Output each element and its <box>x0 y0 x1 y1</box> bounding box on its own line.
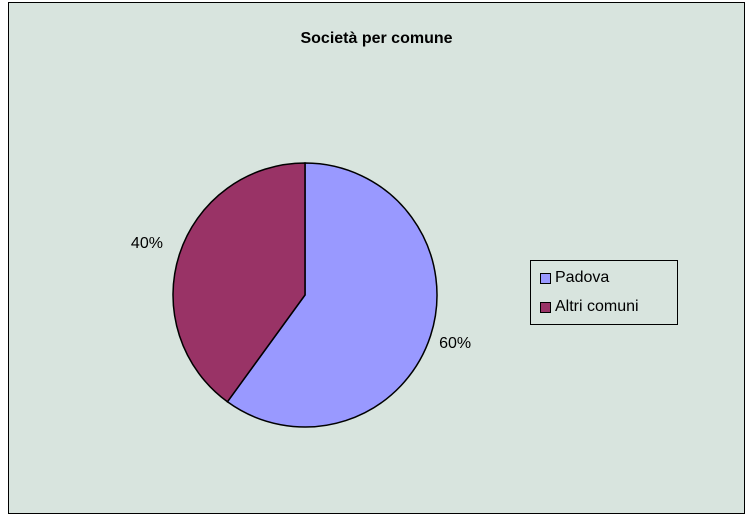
legend-item-altri-comuni: Altri comuni <box>540 296 639 318</box>
legend-swatch-altri-comuni <box>540 301 551 313</box>
pie-slice-padova <box>226 162 438 428</box>
data-label-padova: 60% <box>439 335 472 353</box>
chart-area: Società per comune 60% 40% Padova Altri … <box>8 2 745 514</box>
pie-chart <box>172 162 438 428</box>
data-label-altri-comuni: 40% <box>130 234 163 252</box>
legend-label-padova: Padova <box>555 269 610 286</box>
legend-swatch-padova <box>540 272 551 284</box>
legend-item-padova: Padova <box>540 267 609 289</box>
pie-slice-altri-comuni <box>172 162 306 403</box>
chart-title: Società per comune <box>300 30 453 47</box>
legend: Padova Altri comuni <box>530 260 678 325</box>
legend-label-altri-comuni: Altri comuni <box>555 298 639 315</box>
